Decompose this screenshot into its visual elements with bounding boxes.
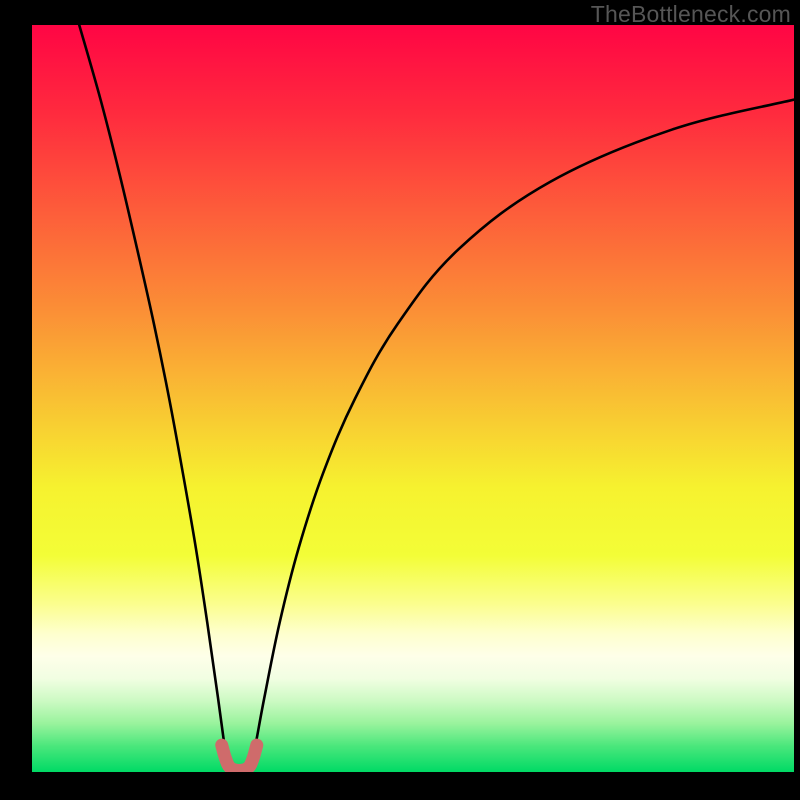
chart-plot-area	[32, 25, 794, 772]
gradient-background	[32, 25, 794, 772]
chart-svg	[32, 25, 794, 772]
watermark-text: TheBottleneck.com	[591, 1, 791, 28]
